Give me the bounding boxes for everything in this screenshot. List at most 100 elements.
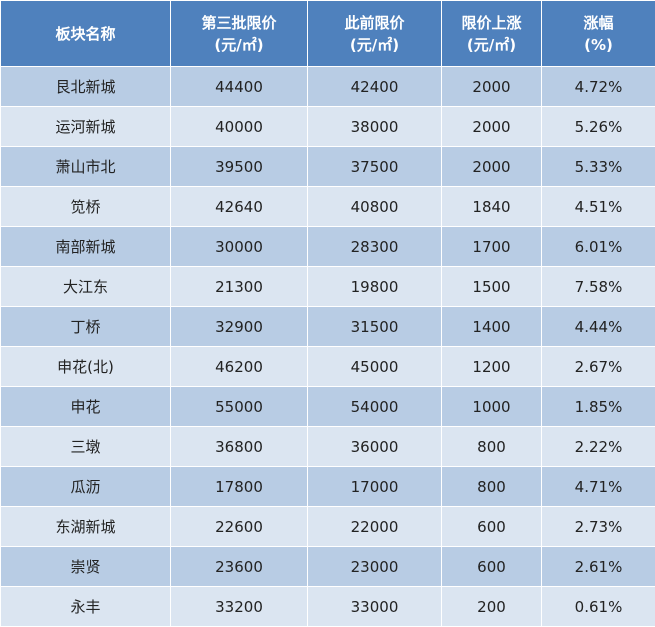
header-increase-rate-label: 涨幅 [544,12,653,34]
cell-sector-name: 运河新城 [1,107,171,147]
cell-previous-limit: 37500 [308,147,442,187]
cell-third-batch-limit: 39500 [171,147,308,187]
cell-sector-name: 艮北新城 [1,67,171,107]
cell-sector-name: 萧山市北 [1,147,171,187]
header-increase-rate-unit: (%) [544,34,653,56]
cell-sector-name: 申花 [1,387,171,427]
table-row: 艮北新城 44400 42400 2000 4.72% [1,67,655,107]
header-third-batch-limit-unit: (元/㎡) [173,34,305,56]
cell-sector-name: 崇贤 [1,547,171,587]
cell-third-batch-limit: 33200 [171,587,308,627]
cell-sector-name: 笕桥 [1,187,171,227]
cell-previous-limit: 22000 [308,507,442,547]
cell-third-batch-limit: 36800 [171,427,308,467]
cell-previous-limit: 28300 [308,227,442,267]
cell-increase-rate: 4.51% [542,187,655,227]
table-body: 艮北新城 44400 42400 2000 4.72% 运河新城 40000 3… [1,67,655,627]
cell-previous-limit: 19800 [308,267,442,307]
cell-sector-name: 申花(北) [1,347,171,387]
table-row: 运河新城 40000 38000 2000 5.26% [1,107,655,147]
cell-increase-rate: 4.71% [542,467,655,507]
cell-limit-increase: 600 [442,507,542,547]
cell-third-batch-limit: 22600 [171,507,308,547]
table-row: 南部新城 30000 28300 1700 6.01% [1,227,655,267]
cell-previous-limit: 42400 [308,67,442,107]
cell-increase-rate: 4.44% [542,307,655,347]
cell-third-batch-limit: 17800 [171,467,308,507]
cell-limit-increase: 800 [442,427,542,467]
table-row: 丁桥 32900 31500 1400 4.44% [1,307,655,347]
cell-sector-name: 永丰 [1,587,171,627]
cell-previous-limit: 17000 [308,467,442,507]
cell-sector-name: 大江东 [1,267,171,307]
cell-increase-rate: 1.85% [542,387,655,427]
header-limit-increase-unit: (元/㎡) [444,34,539,56]
cell-previous-limit: 31500 [308,307,442,347]
table-header: 板块名称 第三批限价 (元/㎡) 此前限价 (元/㎡) 限价上涨 (元/㎡) 涨… [1,1,655,67]
cell-sector-name: 东湖新城 [1,507,171,547]
table-row: 申花(北) 46200 45000 1200 2.67% [1,347,655,387]
table-row: 东湖新城 22600 22000 600 2.73% [1,507,655,547]
cell-sector-name: 瓜沥 [1,467,171,507]
cell-third-batch-limit: 44400 [171,67,308,107]
cell-previous-limit: 40800 [308,187,442,227]
cell-limit-increase: 600 [442,547,542,587]
cell-previous-limit: 38000 [308,107,442,147]
cell-limit-increase: 1840 [442,187,542,227]
cell-limit-increase: 2000 [442,67,542,107]
cell-increase-rate: 5.33% [542,147,655,187]
cell-third-batch-limit: 46200 [171,347,308,387]
table-row: 永丰 33200 33000 200 0.61% [1,587,655,627]
table-row: 三墩 36800 36000 800 2.22% [1,427,655,467]
cell-increase-rate: 2.22% [542,427,655,467]
table-row: 萧山市北 39500 37500 2000 5.33% [1,147,655,187]
cell-increase-rate: 2.73% [542,507,655,547]
cell-previous-limit: 54000 [308,387,442,427]
cell-third-batch-limit: 55000 [171,387,308,427]
cell-increase-rate: 6.01% [542,227,655,267]
cell-increase-rate: 2.61% [542,547,655,587]
cell-third-batch-limit: 23600 [171,547,308,587]
cell-limit-increase: 2000 [442,147,542,187]
cell-previous-limit: 45000 [308,347,442,387]
table-row: 瓜沥 17800 17000 800 4.71% [1,467,655,507]
cell-limit-increase: 2000 [442,107,542,147]
cell-sector-name: 南部新城 [1,227,171,267]
cell-increase-rate: 4.72% [542,67,655,107]
header-previous-limit: 此前限价 (元/㎡) [308,1,442,67]
cell-third-batch-limit: 40000 [171,107,308,147]
header-sector-name-label: 板块名称 [55,25,115,43]
cell-third-batch-limit: 32900 [171,307,308,347]
cell-limit-increase: 1700 [442,227,542,267]
cell-limit-increase: 1200 [442,347,542,387]
cell-previous-limit: 33000 [308,587,442,627]
cell-increase-rate: 7.58% [542,267,655,307]
cell-limit-increase: 1400 [442,307,542,347]
cell-sector-name: 丁桥 [1,307,171,347]
table-row: 笕桥 42640 40800 1840 4.51% [1,187,655,227]
table-row: 崇贤 23600 23000 600 2.61% [1,547,655,587]
header-sector-name: 板块名称 [1,1,171,67]
cell-increase-rate: 2.67% [542,347,655,387]
header-third-batch-limit-label: 第三批限价 [173,12,305,34]
cell-third-batch-limit: 30000 [171,227,308,267]
header-previous-limit-unit: (元/㎡) [310,34,439,56]
cell-limit-increase: 1000 [442,387,542,427]
header-previous-limit-label: 此前限价 [310,12,439,34]
header-row: 板块名称 第三批限价 (元/㎡) 此前限价 (元/㎡) 限价上涨 (元/㎡) 涨… [1,1,655,67]
header-increase-rate: 涨幅 (%) [542,1,655,67]
cell-previous-limit: 36000 [308,427,442,467]
cell-third-batch-limit: 21300 [171,267,308,307]
header-limit-increase: 限价上涨 (元/㎡) [442,1,542,67]
cell-previous-limit: 23000 [308,547,442,587]
cell-limit-increase: 800 [442,467,542,507]
cell-increase-rate: 5.26% [542,107,655,147]
header-third-batch-limit: 第三批限价 (元/㎡) [171,1,308,67]
cell-limit-increase: 1500 [442,267,542,307]
header-limit-increase-label: 限价上涨 [444,12,539,34]
cell-increase-rate: 0.61% [542,587,655,627]
cell-limit-increase: 200 [442,587,542,627]
cell-third-batch-limit: 42640 [171,187,308,227]
cell-sector-name: 三墩 [1,427,171,467]
